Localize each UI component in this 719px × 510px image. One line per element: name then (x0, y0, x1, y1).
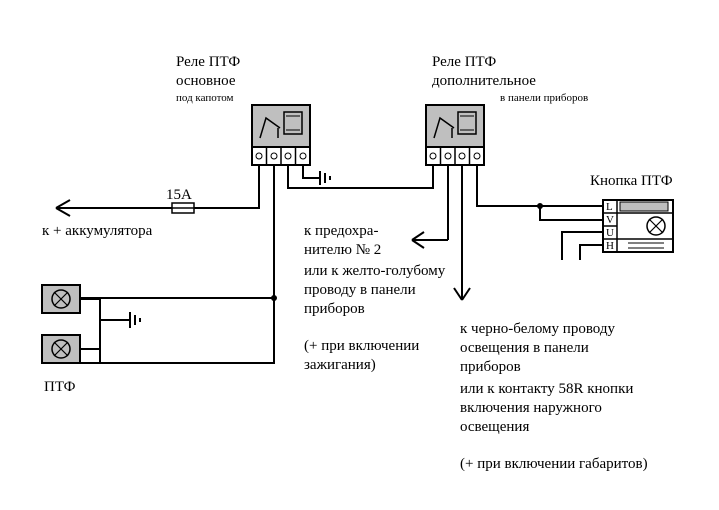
button-ptf-icon (603, 200, 673, 252)
relay-additional-icon (426, 105, 484, 165)
fog-lamp-2-icon (42, 335, 80, 363)
fog-lamp-1-icon (42, 285, 80, 313)
fuse-icon (172, 203, 194, 213)
relay-main-icon (252, 105, 310, 165)
wires (56, 165, 603, 363)
wiring-diagram (0, 0, 719, 510)
